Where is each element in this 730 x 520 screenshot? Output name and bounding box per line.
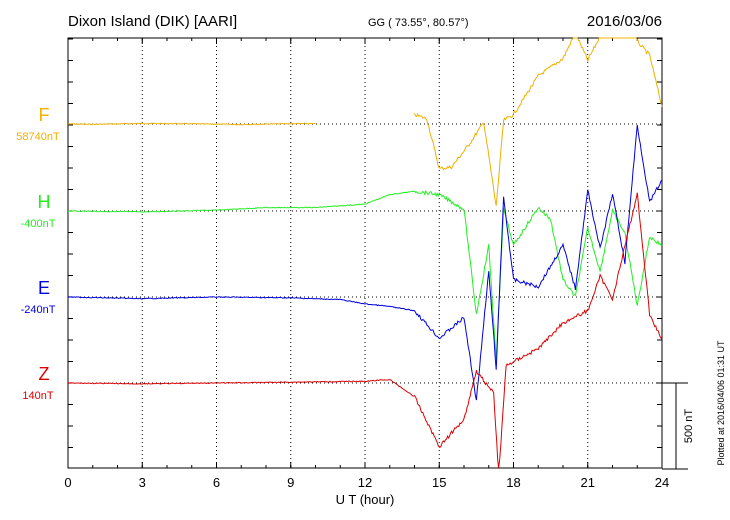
coordinates-label: GG ( 73.55°, 80.57°) [368,17,469,29]
series-line-F [414,37,663,206]
x-tick-label: 24 [655,475,669,490]
x-tick-label: 0 [64,475,71,490]
series-baseline-E: -240nT [21,304,56,316]
x-tick-label: 21 [581,475,595,490]
series-name-F: F [39,105,50,125]
x-tick-labels: 0 3 6 9 12 15 18 21 24 [64,475,669,490]
series-labels: F 58740nT H -400nT E -240nT Z 140nT [16,105,60,402]
series-baseline-Z: 140nT [22,390,53,402]
series-baseline-H: -400nT [21,218,56,230]
series-name-E: E [38,278,50,298]
series-name-Z: Z [39,364,50,384]
series-line-H [67,189,663,360]
x-tick-label: 9 [287,475,294,490]
x-tick-label: 6 [213,475,220,490]
x-tick-label: 15 [432,475,446,490]
station-title: Dixon Island (DIK) [AARI] [68,13,237,30]
series-group [67,37,663,469]
grid-lines [68,38,662,468]
scale-bar: 500 nT [662,382,695,470]
scale-bar-label: 500 nT [683,409,695,444]
x-tick-label: 18 [506,475,520,490]
x-tick-label: 3 [139,475,146,490]
series-line-Z [67,192,663,469]
x-axis-label: U T (hour) [336,492,395,507]
series-name-H: H [38,192,51,212]
series-line-E [67,124,663,401]
series-line-F [67,122,316,126]
date-label: 2016/03/06 [587,13,662,30]
plotted-timestamp: Plotted at 2016/04/06 01:31 UT [716,340,726,466]
series-baseline-F: 58740nT [16,131,60,143]
x-tick-label: 12 [358,475,372,490]
